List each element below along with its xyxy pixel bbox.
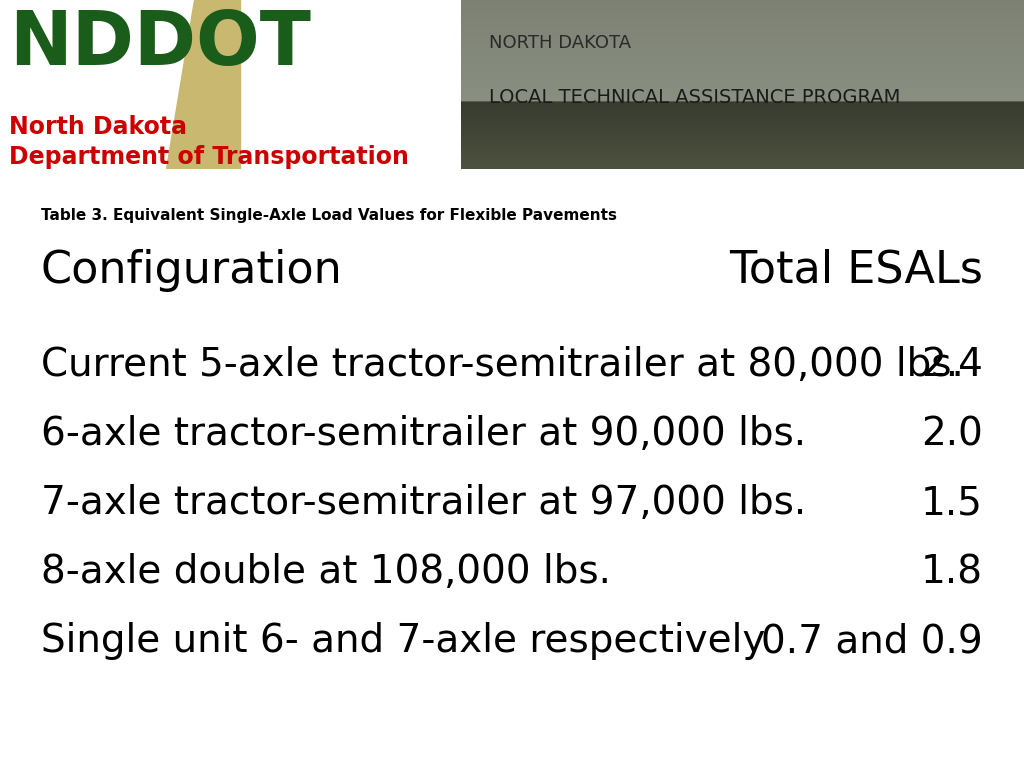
Text: LOCAL TECHNICAL ASSISTANCE PROGRAM: LOCAL TECHNICAL ASSISTANCE PROGRAM xyxy=(489,88,900,107)
Text: NDDOT: NDDOT xyxy=(9,8,311,81)
Text: 2.0: 2.0 xyxy=(922,415,983,453)
Text: Current 5-axle tractor-semitrailer at 80,000 lbs.: Current 5-axle tractor-semitrailer at 80… xyxy=(41,346,964,384)
Text: 2.4: 2.4 xyxy=(922,346,983,384)
Text: Table 3. Equivalent Single-Axle Load Values for Flexible Pavements: Table 3. Equivalent Single-Axle Load Val… xyxy=(41,207,616,223)
Text: NORTH DAKOTA: NORTH DAKOTA xyxy=(489,34,631,51)
Text: 6-axle tractor-semitrailer at 90,000 lbs.: 6-axle tractor-semitrailer at 90,000 lbs… xyxy=(41,415,806,453)
Text: 7-axle tractor-semitrailer at 97,000 lbs.: 7-axle tractor-semitrailer at 97,000 lbs… xyxy=(41,485,806,522)
Text: Department of Transportation: Department of Transportation xyxy=(9,145,410,169)
Text: North Dakota: North Dakota xyxy=(9,115,187,139)
Polygon shape xyxy=(166,0,240,169)
Text: Configuration: Configuration xyxy=(41,249,343,292)
Text: Single unit 6- and 7-axle respectively: Single unit 6- and 7-axle respectively xyxy=(41,623,765,660)
Text: 0.7 and 0.9: 0.7 and 0.9 xyxy=(761,623,983,660)
Text: 1.5: 1.5 xyxy=(922,485,983,522)
Text: 1.8: 1.8 xyxy=(921,554,983,591)
Text: 8-axle double at 108,000 lbs.: 8-axle double at 108,000 lbs. xyxy=(41,554,611,591)
Text: Total ESALs: Total ESALs xyxy=(729,249,983,292)
